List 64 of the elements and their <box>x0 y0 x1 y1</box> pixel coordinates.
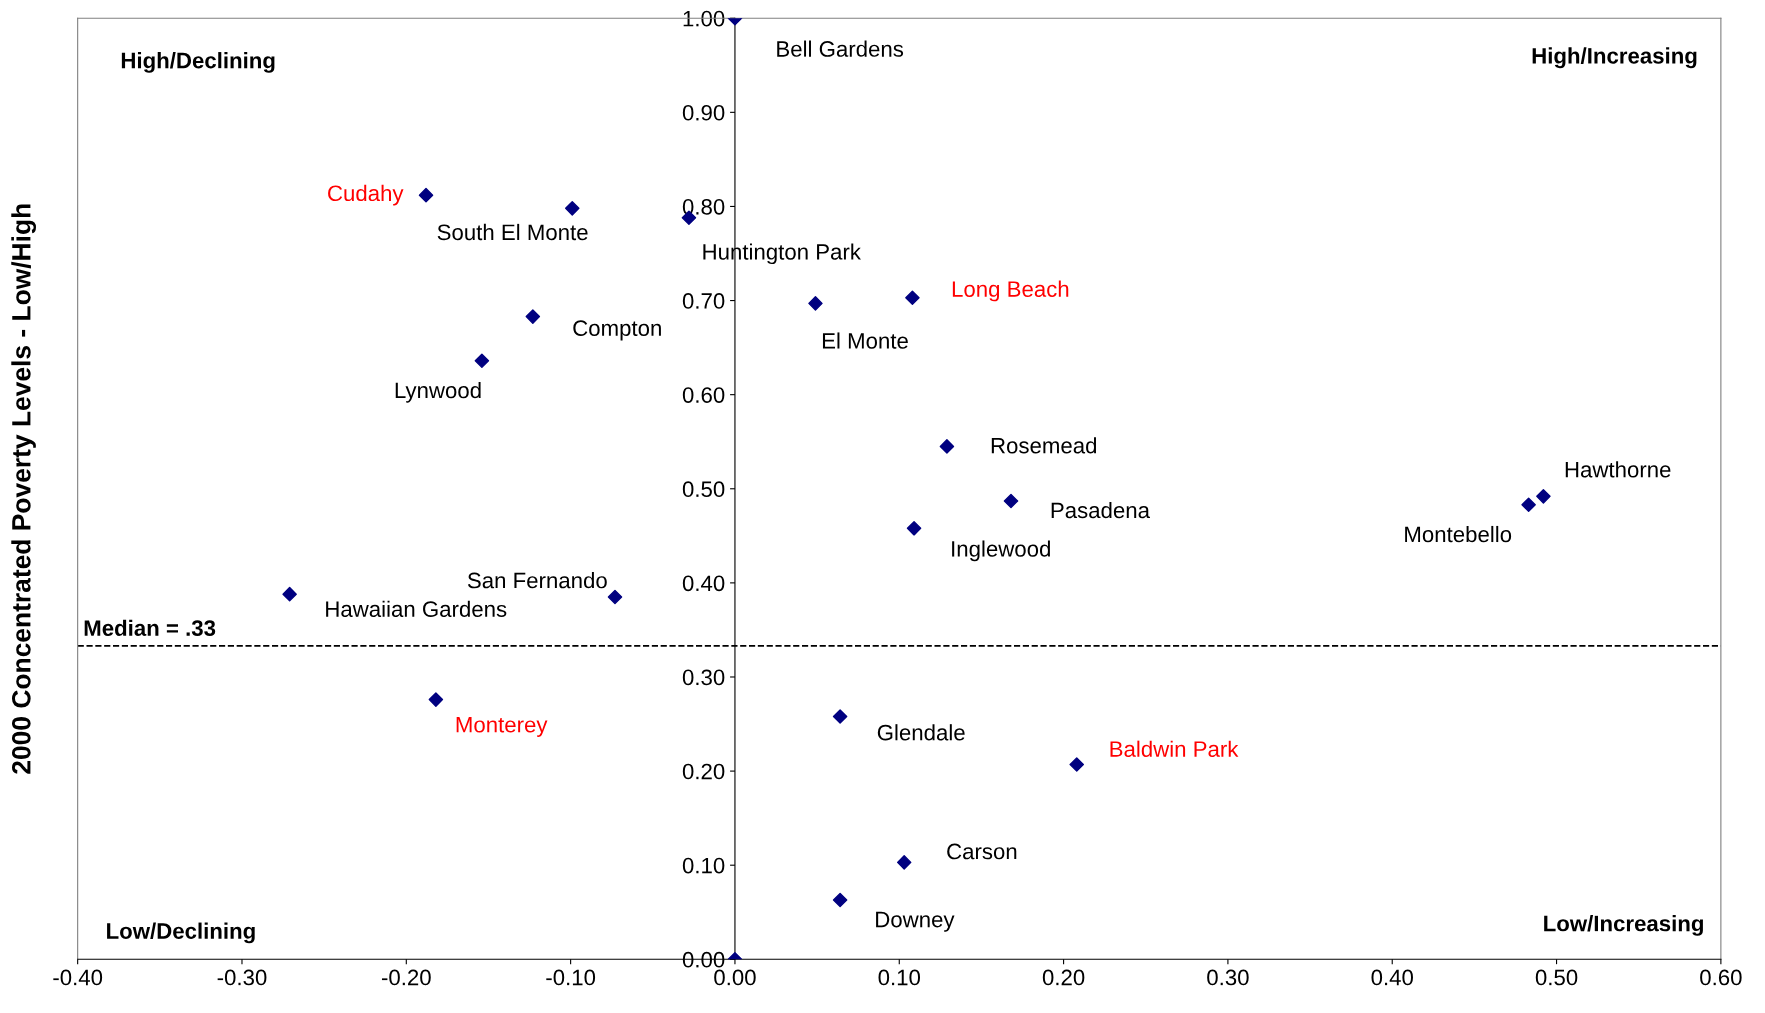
point <box>418 187 434 203</box>
data-label: El Monte <box>822 332 908 349</box>
y-tick-label: 0.10 <box>682 857 725 874</box>
annotation: Low/Declining <box>107 922 255 944</box>
y-tick-label: 1.00 <box>683 10 725 27</box>
y-tick-label: 0.70 <box>682 293 725 309</box>
data-label: Carson <box>947 843 1017 860</box>
point <box>1003 493 1019 509</box>
ref-line-label: Median = .33 <box>84 619 216 637</box>
point <box>1069 757 1085 772</box>
point <box>808 296 823 311</box>
annotation: Low/Increasing <box>1544 915 1703 936</box>
x-tick-label: 0.60 <box>1700 969 1742 986</box>
x-tick-label: 0.50 <box>1535 969 1578 986</box>
x-tick-label: 0.40 <box>1371 969 1413 986</box>
data-label: Hawthorne <box>1565 461 1671 478</box>
point <box>282 586 297 602</box>
data-label: Bell Gardens <box>777 40 904 57</box>
data-label: Compton <box>573 320 661 341</box>
data-label: Long Beach <box>952 280 1069 302</box>
data-label: South El Monte <box>437 223 588 241</box>
y-axis-title: 2000 Concentrated Poverty Levels - Low/High <box>11 204 36 774</box>
x-tick-label: -0.30 <box>217 969 267 986</box>
data-label: Inglewood <box>952 540 1050 562</box>
y-tick-label: 0.40 <box>682 575 725 592</box>
x-tick-label: -0.10 <box>546 969 596 986</box>
point <box>1536 489 1551 504</box>
y-tick-label: 0.50 <box>682 481 725 498</box>
x-tick-label: 0.20 <box>1042 969 1085 986</box>
data-label: Hawaiian Gardens <box>326 600 507 618</box>
point <box>474 353 490 369</box>
point <box>525 309 541 324</box>
point <box>896 855 912 870</box>
point <box>906 521 922 536</box>
point <box>832 709 848 724</box>
data-label: Pasadena <box>1051 501 1150 519</box>
point <box>1521 497 1536 513</box>
data-label: Rosemead <box>991 437 1097 454</box>
y-tick-label: 0.20 <box>682 763 725 780</box>
y-tick-label: 0.60 <box>682 387 725 403</box>
y-tick-label: 0.80 <box>682 198 725 215</box>
x-tick-label: 0.10 <box>878 969 921 986</box>
point <box>428 692 444 707</box>
data-label: Downey <box>876 911 955 932</box>
y-tick-label: 0.30 <box>682 669 725 686</box>
y-tick-label: 0.90 <box>682 104 725 121</box>
annotation: High/Increasing <box>1532 47 1697 69</box>
data-label: Lynwood <box>395 381 481 403</box>
x-tick-label: 0.00 <box>714 969 756 986</box>
x-tick-label: 0.30 <box>1207 969 1249 986</box>
data-label: Glendale <box>877 724 965 741</box>
x-tick-label: -0.20 <box>381 969 431 986</box>
data-label: Baldwin Park <box>1110 740 1239 757</box>
point <box>607 589 623 605</box>
point <box>939 439 955 454</box>
point <box>905 290 920 306</box>
data-label: Monterey <box>456 717 548 737</box>
point <box>832 892 848 908</box>
point <box>564 201 580 216</box>
data-label: San Fernando <box>467 572 607 589</box>
annotation: High/Declining <box>121 52 275 73</box>
data-label: Montebello <box>1405 525 1512 543</box>
x-tick-label: -0.40 <box>53 969 103 986</box>
data-label: Cudahy <box>328 184 404 206</box>
